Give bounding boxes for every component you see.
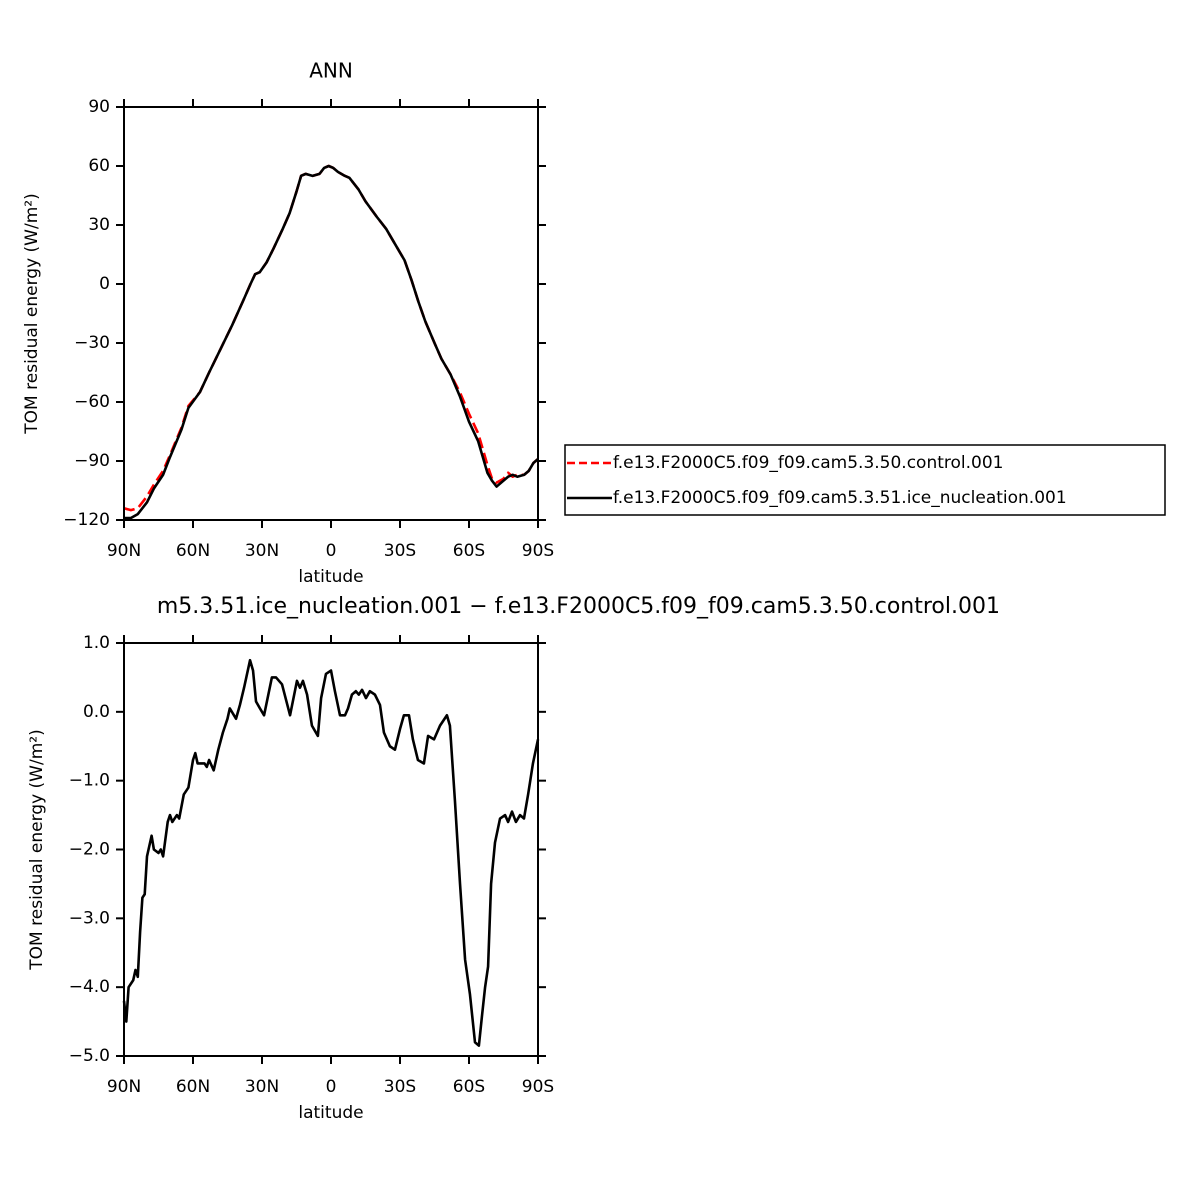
y-tick-label: −5.0	[69, 1046, 110, 1066]
chart-title: ANN	[309, 59, 353, 83]
x-tick-label: 0	[326, 541, 337, 561]
y-tick-label: −4.0	[69, 977, 110, 997]
y-tick-label: −60	[74, 392, 110, 412]
x-tick-label: 30N	[245, 541, 279, 561]
y-tick-label: 0.0	[83, 702, 110, 722]
x-axis-label: latitude	[298, 567, 363, 587]
y-tick-label: 90	[88, 97, 110, 117]
data-line	[124, 164, 539, 520]
x-tick-label: 30N	[245, 1077, 279, 1097]
x-tick-label: 30S	[384, 541, 416, 561]
y-tick-label: −2.0	[69, 840, 110, 860]
y-axis-label: TOM residual energy (W/m²)	[22, 193, 42, 434]
plot-frame	[123, 106, 539, 521]
y-tick-label: −120	[63, 510, 110, 530]
x-tick-label: 30S	[384, 1077, 416, 1097]
legend-label: f.e13.F2000C5.f09_f09.cam5.3.51.ice_nucl…	[613, 488, 1067, 508]
x-axis-label: latitude	[298, 1103, 363, 1123]
x-tick-label: 60N	[176, 541, 210, 561]
x-tick-label: 60S	[453, 1077, 485, 1097]
plot-frame	[123, 642, 539, 1057]
y-tick-label: −90	[74, 451, 110, 471]
x-tick-label: 90N	[107, 1077, 141, 1097]
y-tick-label: −30	[74, 333, 110, 353]
data-line	[122, 658, 540, 1047]
y-tick-label: −1.0	[69, 771, 110, 791]
x-tick-label: 60N	[176, 1077, 210, 1097]
y-axis-label: TOM residual energy (W/m²)	[27, 729, 47, 970]
x-tick-label: 90S	[522, 1077, 554, 1097]
data-line	[123, 164, 539, 512]
x-tick-label: 0	[326, 1077, 337, 1097]
chart-title: m5.3.51.ice_nucleation.001 − f.e13.F2000…	[157, 594, 1000, 619]
x-tick-label: 60S	[453, 541, 485, 561]
y-tick-label: 1.0	[83, 633, 110, 653]
y-tick-label: −3.0	[69, 908, 110, 928]
y-tick-label: 0	[99, 274, 110, 294]
y-tick-label: 30	[88, 215, 110, 235]
x-tick-label: 90N	[107, 541, 141, 561]
y-tick-label: 60	[88, 156, 110, 176]
legend-label: f.e13.F2000C5.f09_f09.cam5.3.50.control.…	[613, 453, 1004, 473]
legend-box	[564, 444, 1166, 516]
x-tick-label: 90S	[522, 541, 554, 561]
